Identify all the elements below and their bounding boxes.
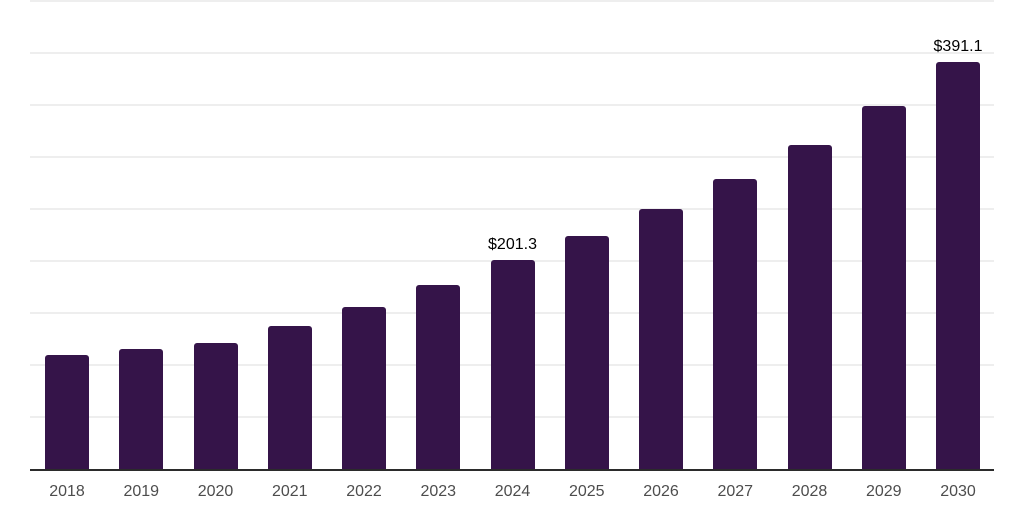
x-tick-label-2020: 2020 [197, 483, 234, 500]
x-tick-label-2025: 2025 [568, 483, 605, 500]
bar-2022 [342, 306, 386, 469]
x-tick-label-2027: 2027 [717, 483, 754, 500]
gridline [30, 52, 994, 55]
data-label-2024: $201.3 [488, 235, 537, 253]
gridline [30, 104, 994, 107]
bar-2018 [45, 355, 89, 469]
x-tick-label-2019: 2019 [123, 483, 160, 500]
x-tick-label-2029: 2029 [865, 483, 902, 500]
data-label-2030: $391.1 [933, 38, 983, 56]
bar-2027 [713, 178, 758, 469]
bar-2025 [564, 235, 609, 469]
gridline [30, 0, 994, 3]
bar-2026 [639, 209, 683, 469]
bar-2021 [267, 326, 312, 469]
bar-2024 [490, 259, 535, 469]
x-tick-label-2023: 2023 [420, 483, 457, 500]
bar-2029 [861, 105, 906, 469]
x-tick-label-2021: 2021 [271, 483, 308, 500]
gridline [30, 208, 994, 211]
x-tick-label-2018: 2018 [49, 483, 85, 500]
x-tick-label-2024: 2024 [494, 483, 531, 500]
x-axis-line [30, 469, 994, 471]
x-tick-label-2026: 2026 [643, 483, 679, 500]
bar-2028 [787, 144, 832, 469]
x-tick-label-2022: 2022 [346, 483, 382, 500]
x-tick-label-2030: 2030 [940, 483, 976, 500]
bar-2020 [193, 342, 238, 469]
bar-2019 [119, 348, 164, 469]
bar-2023 [416, 285, 461, 469]
x-tick-label-2028: 2028 [791, 483, 828, 500]
bar-2030 [936, 62, 980, 469]
gridline [30, 156, 994, 159]
